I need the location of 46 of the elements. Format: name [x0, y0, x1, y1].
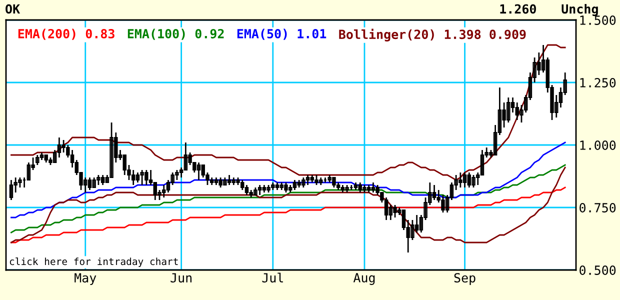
candlestick [472, 174, 476, 188]
candlestick [314, 174, 318, 186]
x-tick-label: Aug [353, 273, 375, 285]
candlestick [292, 179, 297, 191]
annotation: click here for intraday chart [10, 258, 178, 267]
candlestick [306, 174, 310, 186]
line-series [10, 186, 566, 244]
candlestick [88, 176, 92, 191]
text: Unchg [562, 4, 598, 16]
candlestick [371, 182, 376, 194]
candlestick [284, 182, 288, 194]
x-tick-label: Jul [262, 272, 283, 283]
candlestick [196, 162, 201, 181]
y-tick-label: 0.500 [580, 266, 616, 275]
y-tick-label: 1.500 [580, 16, 616, 25]
x-tick-label: Jun [170, 273, 192, 283]
chart-title: OK [6, 4, 20, 14]
candlestick [258, 184, 262, 196]
x-tick-label: May [74, 273, 96, 285]
candlestick [100, 174, 105, 186]
candlestick [136, 172, 140, 184]
text: 1.260 [500, 4, 536, 14]
y-tick-label: 1.250 [580, 78, 616, 88]
candlestick [153, 182, 158, 201]
text: EMA(50) 1.01 [237, 28, 326, 40]
series-label: Bollinger(20) 1.398 0.909 [339, 28, 526, 42]
candlestick [462, 172, 467, 188]
candlestick [432, 184, 436, 201]
candlestick [26, 162, 31, 181]
candlestick [467, 172, 472, 188]
candlestick [244, 184, 249, 196]
candlestick [227, 174, 232, 186]
line-series [10, 164, 566, 234]
x-tick-label: Sep [454, 273, 476, 285]
candlestick [393, 204, 397, 218]
candlestick [131, 169, 136, 186]
candlestick [184, 142, 188, 171]
line-series [10, 166, 566, 244]
text: EMA(100) 0.92 [128, 28, 224, 40]
candlestick [480, 149, 484, 176]
text: EMA(200) 0.83 [18, 28, 114, 40]
y-tick-label: 1.000 [580, 140, 616, 150]
candlestick [441, 194, 445, 214]
candlestick [9, 179, 14, 201]
line-series [10, 142, 566, 218]
y-tick-label: 0.750 [580, 203, 616, 212]
